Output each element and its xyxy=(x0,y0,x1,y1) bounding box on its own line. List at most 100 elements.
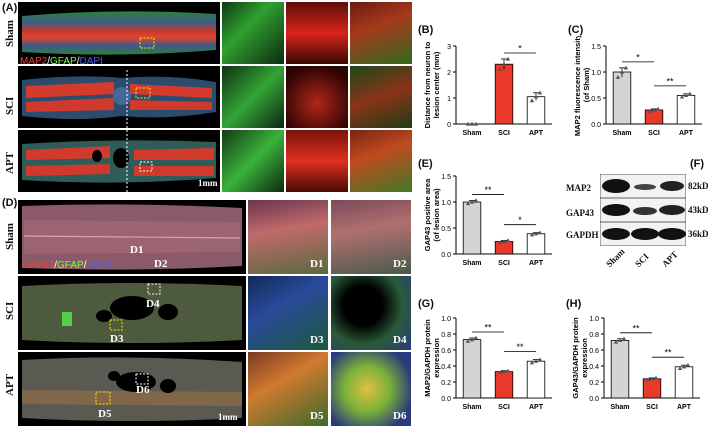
section-image-sham-d: D1 D2 GAP43/GFAP/DAPI xyxy=(18,200,246,274)
x-tick-label: APT xyxy=(529,260,544,267)
panel-label-h: (H) xyxy=(566,298,582,310)
data-point xyxy=(655,106,661,111)
zoom-merge-apt xyxy=(350,130,412,192)
zoom-label-d2: D2 xyxy=(393,258,407,270)
panel-label-b: (B) xyxy=(418,24,434,36)
blot-size-map2: 82kD xyxy=(688,181,709,191)
panel-label-e: (E) xyxy=(418,158,433,170)
zoom-d2: D2 xyxy=(331,200,411,274)
spinal-cord-section xyxy=(22,357,242,421)
sig-marker: ** xyxy=(484,185,492,195)
zone-label-d5: D5 xyxy=(98,408,112,420)
x-tick-label: Sham xyxy=(612,130,631,137)
zone-label-d3: D3 xyxy=(110,333,124,345)
data-point xyxy=(685,363,691,367)
data-point xyxy=(501,239,507,244)
data-point xyxy=(619,69,625,74)
data-point xyxy=(537,357,543,362)
bar-sham xyxy=(462,339,482,399)
stain-sep: / xyxy=(76,56,80,67)
bar-sci xyxy=(494,241,514,255)
x-tick-label: Sham xyxy=(462,130,481,137)
y-axis-label: GAP43 positive area(of lesion area) xyxy=(423,178,441,251)
y-tick-label: 0.2 xyxy=(589,380,599,387)
y-tick-label: 0.4 xyxy=(441,364,451,371)
x-tick-label: Sham xyxy=(462,404,481,411)
data-point xyxy=(623,65,629,70)
blot-label-gapdh: GAPDH xyxy=(566,230,599,240)
y-tick-label: 0.6 xyxy=(441,348,451,355)
zoom-label-d4: D4 xyxy=(393,334,407,346)
sig-marker: * xyxy=(518,44,522,54)
data-point xyxy=(621,336,627,341)
stain-sep: / xyxy=(47,56,51,67)
scale-bar-label-d: 1mm xyxy=(218,412,238,422)
row-label-sci-d: SCI xyxy=(4,301,16,320)
stain-dapi: DAPI xyxy=(86,260,110,271)
lesion-center-line xyxy=(126,70,128,194)
y-tick-label: 3 xyxy=(447,44,451,51)
spinal-cord-section xyxy=(22,76,216,119)
data-point xyxy=(465,121,471,126)
data-point xyxy=(505,238,511,243)
y-tick-label: 1.0 xyxy=(441,316,451,323)
blot-label-gap43: GAP43 xyxy=(566,208,594,218)
blot-label-map2: MAP2 xyxy=(566,183,591,193)
x-tick-label: SCI xyxy=(498,404,510,411)
sig-marker: * xyxy=(518,215,522,225)
zoom-label-d1: D1 xyxy=(310,258,324,270)
y-tick-label: 0.6 xyxy=(589,348,599,355)
stain-label-d: GAP43/GFAP/DAPI xyxy=(22,260,110,271)
bar-sci xyxy=(494,371,514,399)
bar-apt xyxy=(676,95,696,125)
y-tick-label: 1.0 xyxy=(441,200,451,207)
row-label-sci-a: SCI xyxy=(4,96,16,115)
bar-sci xyxy=(644,109,664,125)
x-tick-label: APT xyxy=(677,404,692,411)
x-tick-label: APT xyxy=(529,130,544,137)
data-point xyxy=(683,93,689,97)
sig-marker: ** xyxy=(632,323,640,333)
bar-apt xyxy=(526,360,546,399)
y-tick-label: 2 xyxy=(447,70,451,77)
x-tick-label: SCI xyxy=(498,260,510,267)
data-point xyxy=(529,98,535,103)
sig-marker: * xyxy=(636,52,640,62)
blot-lane-sci: SCI xyxy=(633,251,651,270)
row-label-sham-a: Sham xyxy=(4,20,16,47)
stain-label-a: MAP2/GFAP/DAPI xyxy=(20,56,103,67)
data-point xyxy=(613,339,619,344)
stain-dapi: DAPI xyxy=(79,56,103,67)
zoom-d3: D3 xyxy=(248,276,328,350)
y-tick-label: 0.8 xyxy=(441,332,451,339)
data-point xyxy=(529,360,535,365)
data-point xyxy=(465,339,471,343)
section-image-sci-d: D3 D4 xyxy=(18,276,246,350)
y-tick-label: 0.4 xyxy=(589,364,599,371)
bar-sci xyxy=(642,378,662,399)
section-image-apt-d: D5 D6 1mm xyxy=(18,352,246,426)
y-tick-label: 1.0 xyxy=(589,316,599,323)
panel-label-c: (C) xyxy=(568,24,584,36)
stain-gap43: GAP43 xyxy=(22,260,55,271)
bar-sham xyxy=(610,340,630,399)
y-axis-label: Distance from neuron tolesion center (mm… xyxy=(423,41,441,128)
section-image-sham-a xyxy=(18,2,220,64)
y-axis-label: MAP2/GAPDH proteinexpression xyxy=(423,319,441,397)
data-point xyxy=(653,375,659,380)
sig-marker: ** xyxy=(516,342,524,352)
data-point xyxy=(651,107,657,112)
spinal-cord-section xyxy=(22,204,242,270)
data-point xyxy=(505,56,511,61)
data-point xyxy=(617,338,623,342)
data-point xyxy=(677,366,683,370)
data-point xyxy=(497,67,503,71)
zoom-gfap-sham xyxy=(222,2,284,64)
zoom-d6: D6 xyxy=(331,352,411,426)
blot-size-gapdh: 36kD xyxy=(688,229,709,239)
zoom-gfap-sci xyxy=(222,66,284,128)
zone-label-d6: D6 xyxy=(136,384,150,396)
